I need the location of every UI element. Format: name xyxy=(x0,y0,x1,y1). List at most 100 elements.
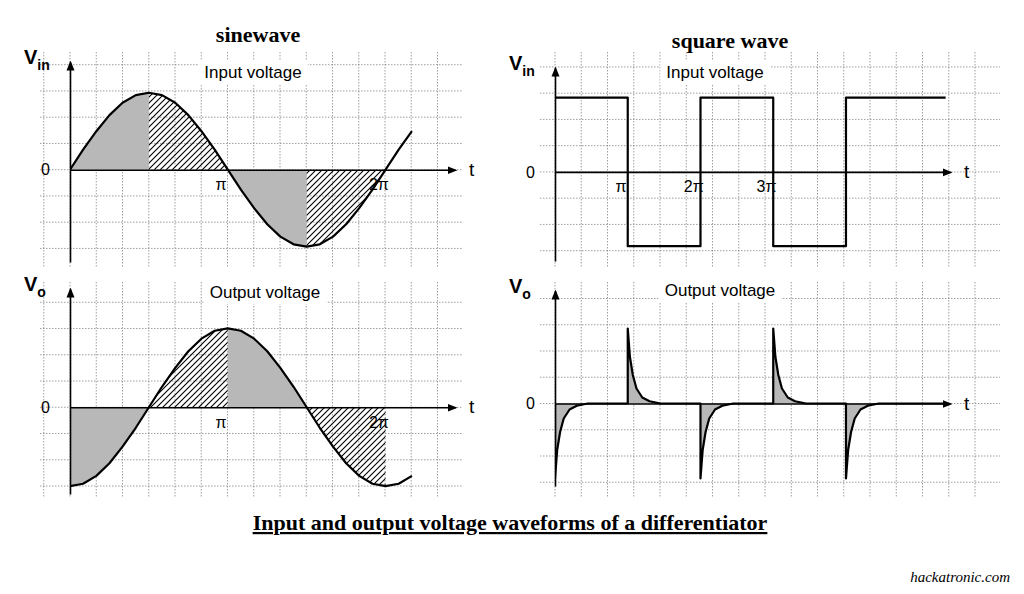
grid-line xyxy=(43,282,44,497)
grid-line xyxy=(581,282,582,497)
y-axis: 0 xyxy=(41,63,70,263)
grid-line xyxy=(43,52,44,268)
grid-line xyxy=(896,282,897,497)
x-axis: π 2π xyxy=(71,407,456,430)
x-tick: π xyxy=(616,172,629,195)
x-axis: π 2π 3π xyxy=(556,172,951,195)
grid-line xyxy=(40,248,462,249)
panel-title: Input voltage xyxy=(204,63,301,82)
column-title: sinewave xyxy=(216,22,301,47)
grid-line xyxy=(540,429,1000,430)
panel-title: Input voltage xyxy=(666,63,763,82)
grid-line xyxy=(975,282,976,497)
grid-line xyxy=(843,282,844,497)
y-tick: 0 xyxy=(41,161,70,178)
panel-title-background xyxy=(659,279,782,302)
grid-line xyxy=(540,171,1000,172)
grid-line xyxy=(540,351,1000,352)
panel: π2π0tVoOutput voltage xyxy=(24,273,475,497)
grid-line xyxy=(540,119,1000,120)
x-axis-label: t xyxy=(964,161,970,182)
grid-line xyxy=(411,52,412,268)
grid-line xyxy=(975,52,976,268)
panel-title-group: Input voltage xyxy=(660,61,769,84)
y-axis-label: Vo xyxy=(24,273,46,300)
grid-line xyxy=(817,282,818,497)
grid-line xyxy=(660,282,661,497)
grid-line xyxy=(540,377,1000,378)
grid-line xyxy=(870,52,871,268)
y-axis: 0 xyxy=(41,290,70,495)
grid-line xyxy=(581,52,582,268)
shaded-area xyxy=(70,93,149,170)
y-tick-label: 0 xyxy=(526,164,535,181)
x-tick-label: π xyxy=(616,178,627,195)
grid-line xyxy=(843,52,844,268)
y-axis-line xyxy=(70,290,72,495)
caption: Input and output voltage waveforms of a … xyxy=(253,510,768,535)
y-axis-label-sub: o xyxy=(522,286,531,302)
grid-line xyxy=(40,328,462,329)
shaded-area xyxy=(228,328,307,407)
grid-line xyxy=(70,282,71,497)
panel-title-background xyxy=(660,61,769,84)
x-axis-label: t xyxy=(964,393,970,414)
grid xyxy=(540,52,1000,268)
grid-line xyxy=(791,282,792,497)
grid-line xyxy=(540,482,1000,483)
grid-line xyxy=(555,52,556,268)
grid-line xyxy=(148,282,149,497)
y-axis-line xyxy=(555,69,557,262)
shaded-area xyxy=(70,407,149,486)
grid-line xyxy=(922,282,923,497)
x-tick: π xyxy=(216,170,229,193)
grid-line xyxy=(738,52,739,268)
x-axis-line xyxy=(71,169,456,171)
x-tick-label: 2π xyxy=(369,414,389,431)
x-tick-label: 2π xyxy=(369,176,389,193)
y-axis-label: Vin xyxy=(509,52,535,79)
x-tick: 2π xyxy=(369,170,389,193)
panel-title-group: Input voltage xyxy=(198,61,307,84)
y-axis-label-sub: in xyxy=(522,63,534,79)
y-axis-line xyxy=(70,63,72,263)
source: hackatronic.com xyxy=(910,569,1010,585)
x-tick-label: 3π xyxy=(757,178,777,195)
y-axis-label-main: V xyxy=(24,46,38,68)
shaded-area xyxy=(228,170,307,247)
y-tick: 0 xyxy=(526,164,555,181)
x-axis-line xyxy=(556,403,951,405)
grid-line xyxy=(765,52,766,268)
grid-line xyxy=(40,117,462,118)
grid-line xyxy=(227,52,228,268)
grid-line xyxy=(712,282,713,497)
x-axis: π 2π xyxy=(71,170,456,193)
grid-line xyxy=(540,456,1000,457)
grid-line xyxy=(385,52,386,268)
y-tick-label: 0 xyxy=(526,395,535,412)
x-tick: 2π xyxy=(684,172,704,195)
grid-line xyxy=(358,52,359,268)
grid-line xyxy=(948,52,949,268)
y-axis-label-sub: in xyxy=(37,57,49,73)
panel-title: Output voltage xyxy=(210,283,321,302)
y-tick: 0 xyxy=(526,395,555,412)
grid-line xyxy=(607,282,608,497)
panel-title-background xyxy=(198,61,307,84)
hatched-area xyxy=(149,328,228,407)
grid-line xyxy=(791,52,792,268)
figure: sinewave square wave π 2π 0 t Vin Input voltage… xyxy=(0,0,1024,594)
grid-line xyxy=(922,52,923,268)
grid-line xyxy=(948,282,949,497)
grid-line xyxy=(253,52,254,268)
grid-line xyxy=(540,324,1000,325)
panel-title-group: Output voltage xyxy=(659,279,782,302)
panel-title: Output voltage xyxy=(665,281,776,300)
grid-line xyxy=(686,282,687,497)
x-tick: π xyxy=(216,407,229,430)
x-axis xyxy=(556,404,951,405)
grid-line xyxy=(306,282,307,497)
column-title: square wave xyxy=(672,28,789,53)
hatched-area xyxy=(149,93,228,170)
x-tick: 2π xyxy=(369,407,389,430)
